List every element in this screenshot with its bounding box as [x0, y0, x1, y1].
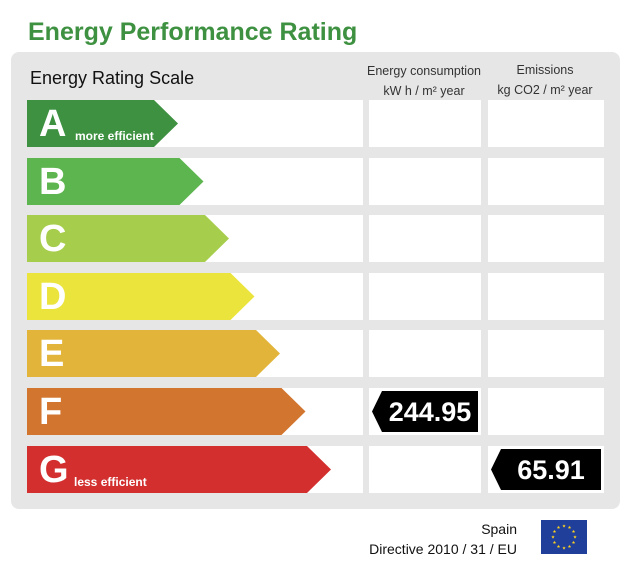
consumption-cell-b [369, 158, 481, 205]
rating-letter-d: D [39, 276, 67, 318]
emissions-cell-c [488, 215, 604, 262]
emissions-cell-e [488, 330, 604, 377]
rating-band-b [27, 158, 204, 205]
country-label: Spain [481, 521, 517, 537]
eu-star-icon [552, 529, 557, 533]
rating-letter-b: B [39, 161, 67, 203]
rating-band-c [27, 215, 229, 262]
eu-star-icon [573, 535, 577, 539]
emissions-column-header: Emissions kg CO2 / m² year [486, 60, 604, 100]
emissions-value-badge-shape [491, 449, 601, 490]
scale-cell-e: E [27, 330, 363, 377]
rating-note-g: less efficient [74, 475, 147, 489]
consumption-header-title: Energy consumption [367, 64, 481, 78]
rating-note-a: more efficient [75, 129, 154, 143]
rating-band-a [27, 100, 178, 147]
eu-flag-icon [541, 520, 587, 554]
scale-cell-b: B [27, 158, 363, 205]
consumption-cell-a [369, 100, 481, 147]
scale-cell-f: F [27, 388, 363, 435]
eu-star-icon [551, 535, 555, 539]
rating-band-e [27, 330, 280, 377]
directive-label: Directive 2010 / 31 / EU [369, 541, 517, 557]
emissions-cell-f [488, 388, 604, 435]
emissions-cell-b [488, 158, 604, 205]
emissions-value-badge: 65.91 [517, 455, 585, 485]
rating-band-f [27, 388, 306, 435]
eu-star-icon [556, 544, 561, 548]
consumption-column-header: Energy consumption kW h / m² year [366, 61, 482, 101]
emissions-header-unit: kg CO2 / m² year [497, 83, 593, 97]
rating-letter-e: E [39, 333, 65, 375]
consumption-header-unit: kW h / m² year [383, 84, 465, 98]
consumption-cell-e [369, 330, 481, 377]
eu-star-icon [562, 524, 566, 528]
eu-star-icon [567, 544, 572, 548]
rating-letter-a: A [39, 103, 67, 145]
eu-star-icon [556, 525, 561, 529]
emissions-cell-a [488, 100, 604, 147]
consumption-value-badge: 244.95 [388, 397, 472, 427]
rating-band-d [27, 273, 255, 320]
emissions-header-title: Emissions [516, 63, 574, 77]
rating-letter-g: G [39, 449, 69, 491]
eu-star-icon [571, 540, 576, 544]
eu-star-icon [571, 529, 576, 533]
eu-star-icon [567, 525, 572, 529]
consumption-cell-g [369, 446, 481, 493]
rating-scale-label: Energy Rating Scale [30, 68, 195, 88]
consumption-cell-d [369, 273, 481, 320]
page-title: Energy Performance Rating [28, 18, 358, 46]
rating-band-g [27, 446, 331, 493]
scale-cell-d: D [27, 273, 363, 320]
emissions-cell-d [488, 273, 604, 320]
rating-letter-c: C [39, 218, 67, 260]
consumption-value-badge-shape [372, 391, 478, 432]
rating-letter-f: F [39, 391, 63, 433]
consumption-cell-c [369, 215, 481, 262]
eu-star-icon [562, 546, 566, 550]
scale-cell-c: C [27, 215, 363, 262]
eu-star-icon [552, 540, 557, 544]
